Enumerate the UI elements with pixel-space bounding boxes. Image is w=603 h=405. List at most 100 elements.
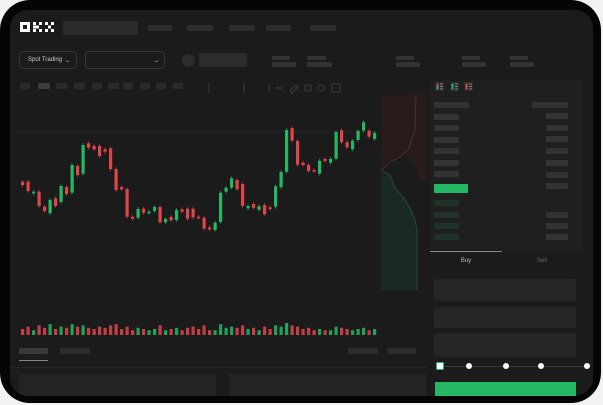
candle[interactable] — [263, 205, 267, 215]
candle[interactable] — [26, 181, 30, 191]
candle[interactable] — [307, 165, 311, 171]
candle[interactable] — [274, 186, 278, 207]
nav-item[interactable] — [310, 25, 336, 31]
candle[interactable] — [235, 180, 239, 190]
tab-buy[interactable]: Buy — [460, 258, 472, 264]
candle[interactable] — [136, 209, 140, 218]
candle[interactable] — [81, 145, 85, 174]
pair-selector[interactable]: ⌄ — [85, 51, 165, 69]
candle[interactable] — [87, 143, 91, 148]
slider-step[interactable] — [584, 363, 590, 369]
candle[interactable] — [373, 133, 377, 139]
candle[interactable] — [158, 207, 162, 223]
candle[interactable] — [153, 207, 157, 211]
total-input[interactable] — [434, 333, 576, 357]
orderbook-bids-icon[interactable] — [450, 82, 459, 91]
candle[interactable] — [268, 207, 272, 209]
amount-input[interactable] — [434, 307, 576, 328]
candle[interactable] — [219, 192, 223, 222]
nav-item[interactable] — [229, 25, 255, 31]
candle[interactable] — [356, 131, 360, 140]
candle[interactable] — [290, 128, 294, 141]
candle[interactable] — [125, 189, 129, 217]
candle[interactable] — [312, 170, 316, 172]
candle[interactable] — [109, 148, 113, 169]
candle[interactable] — [334, 132, 338, 159]
timeframe-button[interactable] — [123, 83, 133, 89]
tab-order-history[interactable] — [60, 348, 90, 354]
tab-sell[interactable]: Sell — [536, 258, 547, 264]
candlestick-chart[interactable] — [10, 90, 430, 340]
candle[interactable] — [318, 160, 322, 174]
candle[interactable] — [224, 187, 228, 192]
candle[interactable] — [362, 122, 366, 131]
nav-item[interactable] — [187, 25, 213, 31]
candle[interactable] — [32, 191, 36, 194]
candle[interactable] — [285, 130, 289, 172]
candle[interactable] — [114, 169, 118, 190]
candle[interactable] — [131, 216, 135, 219]
timeframe-button[interactable] — [92, 83, 102, 89]
candle[interactable] — [241, 184, 245, 206]
candle[interactable] — [142, 208, 146, 213]
candle[interactable] — [340, 130, 344, 143]
okx-logo[interactable] — [20, 22, 58, 33]
candle[interactable] — [98, 146, 102, 156]
candle[interactable] — [147, 211, 151, 214]
timeframe-button[interactable] — [56, 83, 67, 89]
candle[interactable] — [76, 166, 80, 175]
slider-step[interactable] — [538, 363, 544, 369]
candle[interactable] — [65, 187, 69, 194]
candle[interactable] — [48, 200, 52, 214]
candle[interactable] — [191, 208, 195, 218]
candle[interactable] — [246, 206, 250, 209]
candle[interactable] — [279, 172, 283, 188]
nav-item[interactable] — [148, 25, 172, 31]
candle[interactable] — [43, 206, 47, 211]
timeframe-button[interactable] — [108, 83, 119, 89]
price-input[interactable] — [434, 279, 576, 301]
candle[interactable] — [197, 216, 201, 219]
candle[interactable] — [37, 191, 41, 206]
candle[interactable] — [323, 159, 327, 161]
slider-handle[interactable] — [436, 362, 444, 370]
candle[interactable] — [367, 130, 371, 137]
filter-button[interactable] — [387, 348, 416, 354]
timeframe-button[interactable] — [38, 83, 50, 89]
candle[interactable] — [54, 198, 58, 206]
candle[interactable] — [329, 159, 333, 163]
candle[interactable] — [180, 209, 184, 212]
candle[interactable] — [21, 181, 25, 185]
buy-button[interactable] — [435, 382, 576, 396]
candle[interactable] — [120, 187, 124, 190]
search-bar[interactable] — [63, 21, 138, 35]
amount-slider-track[interactable] — [440, 366, 588, 367]
candle[interactable] — [257, 206, 261, 210]
orderbook-both-icon[interactable] — [435, 82, 444, 91]
candle[interactable] — [169, 217, 173, 221]
candle[interactable] — [213, 222, 217, 230]
nav-item[interactable] — [266, 25, 291, 31]
candle[interactable] — [230, 178, 234, 188]
product-selector[interactable]: Spot Trading ⌄ — [19, 51, 77, 69]
candle[interactable] — [164, 219, 168, 223]
candle[interactable] — [202, 217, 206, 229]
candle[interactable] — [351, 140, 355, 150]
candle[interactable] — [345, 142, 349, 148]
slider-step[interactable] — [466, 363, 472, 369]
candle[interactable] — [70, 165, 74, 193]
timeframe-button[interactable] — [74, 83, 85, 89]
candle[interactable] — [301, 162, 305, 165]
candle[interactable] — [103, 149, 107, 152]
candle[interactable] — [252, 204, 256, 208]
candle[interactable] — [175, 210, 179, 220]
tab-open-orders[interactable] — [19, 348, 48, 354]
orderbook-asks-icon[interactable] — [464, 82, 473, 91]
timeframe-button[interactable] — [173, 83, 183, 89]
candle[interactable] — [296, 141, 300, 165]
candle[interactable] — [186, 208, 190, 219]
timeframe-button[interactable] — [20, 83, 30, 89]
candle[interactable] — [59, 186, 63, 202]
candle[interactable] — [208, 227, 212, 230]
filter-button[interactable] — [348, 348, 378, 354]
